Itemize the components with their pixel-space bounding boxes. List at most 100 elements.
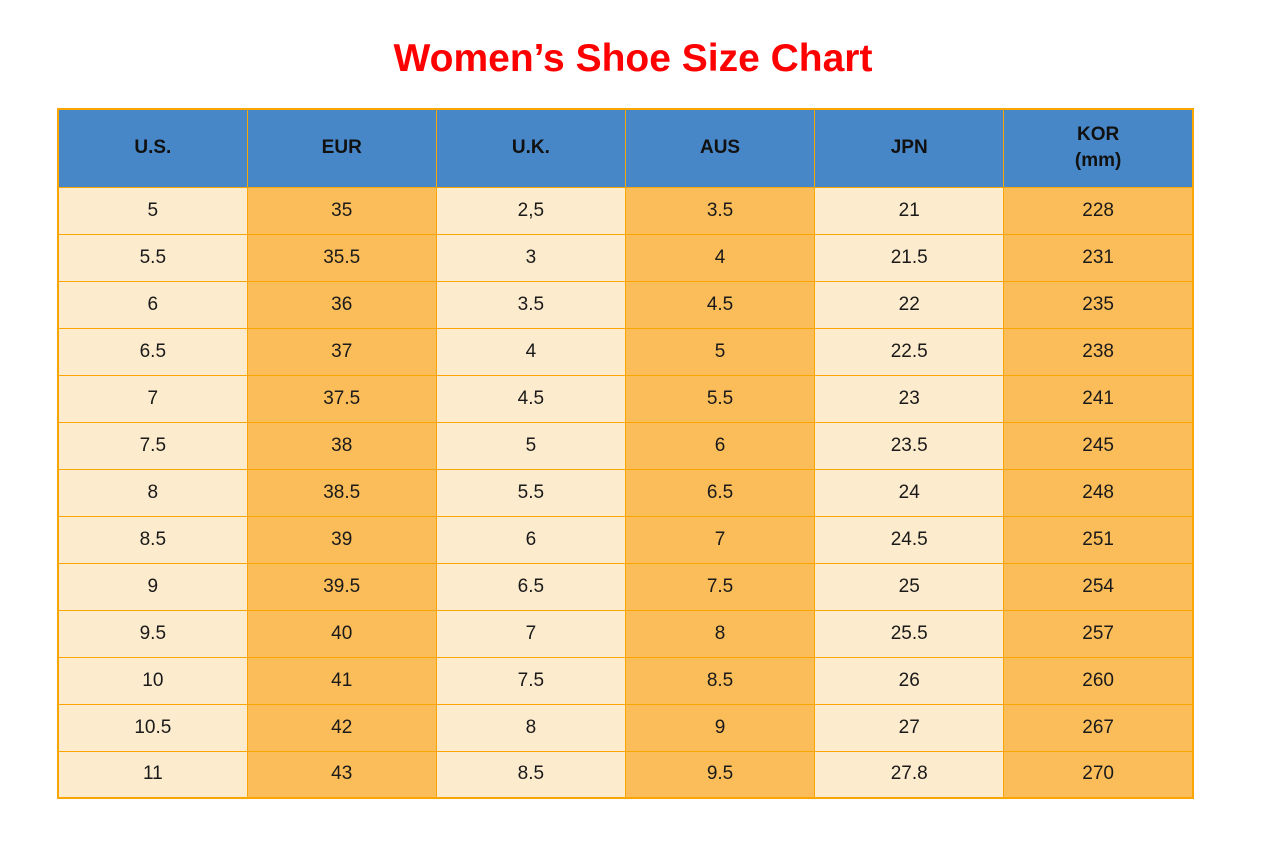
cell-uk: 5.5 bbox=[435, 468, 626, 517]
cell-kor: 267 bbox=[1003, 703, 1194, 752]
table-row: 8 38.5 5.5 6.5 24 248 bbox=[57, 468, 1194, 517]
cell-jpn: 22 bbox=[814, 280, 1005, 329]
table-row: 6 36 3.5 4.5 22 235 bbox=[57, 280, 1194, 329]
cell-aus: 9 bbox=[624, 703, 816, 752]
cell-eur: 37.5 bbox=[246, 374, 437, 423]
cell-uk: 3.5 bbox=[435, 280, 626, 329]
cell-us: 7.5 bbox=[57, 421, 248, 470]
cell-us: 9 bbox=[57, 562, 248, 611]
column-header-label: KOR bbox=[1077, 124, 1120, 146]
page: Women’s Shoe Size Chart U.S. EUR U.K. AUS JP… bbox=[0, 36, 1266, 799]
cell-jpn: 21.5 bbox=[814, 233, 1005, 282]
table-row: 9 39.5 6.5 7.5 25 254 bbox=[57, 562, 1194, 611]
table-row: 8.5 39 6 7 24.5 251 bbox=[57, 515, 1194, 564]
cell-us: 8 bbox=[57, 468, 248, 517]
cell-us: 11 bbox=[57, 750, 248, 799]
cell-kor: 228 bbox=[1003, 186, 1194, 235]
cell-aus: 7.5 bbox=[624, 562, 816, 611]
cell-us: 6.5 bbox=[57, 327, 248, 376]
cell-jpn: 27.8 bbox=[814, 750, 1005, 799]
cell-jpn: 23.5 bbox=[814, 421, 1005, 470]
cell-uk: 2,5 bbox=[435, 186, 626, 235]
cell-eur: 38 bbox=[246, 421, 437, 470]
cell-us: 10.5 bbox=[57, 703, 248, 752]
cell-aus: 4 bbox=[624, 233, 816, 282]
cell-aus: 6 bbox=[624, 421, 816, 470]
cell-aus: 8.5 bbox=[624, 656, 816, 705]
table-row: 5 35 2,5 3.5 21 228 bbox=[57, 186, 1194, 235]
shoe-size-table: U.S. EUR U.K. AUS JPN KOR (mm) 5 35 2,5 3.5 21 228 5… bbox=[57, 108, 1194, 799]
cell-jpn: 24 bbox=[814, 468, 1005, 517]
table-row: 10.5 42 8 9 27 267 bbox=[57, 703, 1194, 752]
cell-us: 6 bbox=[57, 280, 248, 329]
table-row: 7.5 38 5 6 23.5 245 bbox=[57, 421, 1194, 470]
cell-kor: 270 bbox=[1003, 750, 1194, 799]
cell-us: 9.5 bbox=[57, 609, 248, 658]
cell-eur: 35.5 bbox=[246, 233, 437, 282]
cell-uk: 6.5 bbox=[435, 562, 626, 611]
cell-jpn: 24.5 bbox=[814, 515, 1005, 564]
cell-kor: 231 bbox=[1003, 233, 1194, 282]
cell-eur: 40 bbox=[246, 609, 437, 658]
table-row: 5.5 35.5 3 4 21.5 231 bbox=[57, 233, 1194, 282]
cell-jpn: 26 bbox=[814, 656, 1005, 705]
header-row: U.S. EUR U.K. AUS JPN KOR (mm) bbox=[57, 108, 1194, 188]
cell-uk: 7.5 bbox=[435, 656, 626, 705]
table-row: 7 37.5 4.5 5.5 23 241 bbox=[57, 374, 1194, 423]
cell-uk: 6 bbox=[435, 515, 626, 564]
cell-aus: 6.5 bbox=[624, 468, 816, 517]
cell-eur: 43 bbox=[246, 750, 437, 799]
table-header: U.S. EUR U.K. AUS JPN KOR (mm) bbox=[57, 108, 1194, 188]
cell-kor: 245 bbox=[1003, 421, 1194, 470]
column-header-label: EUR bbox=[321, 137, 362, 159]
cell-eur: 36 bbox=[246, 280, 437, 329]
cell-eur: 41 bbox=[246, 656, 437, 705]
cell-uk: 4 bbox=[435, 327, 626, 376]
cell-eur: 38.5 bbox=[246, 468, 437, 517]
cell-kor: 235 bbox=[1003, 280, 1194, 329]
cell-kor: 248 bbox=[1003, 468, 1194, 517]
cell-kor: 254 bbox=[1003, 562, 1194, 611]
cell-aus: 3.5 bbox=[624, 186, 816, 235]
cell-jpn: 25 bbox=[814, 562, 1005, 611]
cell-aus: 5.5 bbox=[624, 374, 816, 423]
cell-jpn: 23 bbox=[814, 374, 1005, 423]
column-header-us: U.S. bbox=[57, 108, 248, 188]
cell-uk: 8.5 bbox=[435, 750, 626, 799]
cell-jpn: 22.5 bbox=[814, 327, 1005, 376]
cell-aus: 9.5 bbox=[624, 750, 816, 799]
cell-kor: 251 bbox=[1003, 515, 1194, 564]
cell-eur: 39 bbox=[246, 515, 437, 564]
cell-eur: 42 bbox=[246, 703, 437, 752]
column-header-aus: AUS bbox=[624, 108, 816, 188]
cell-aus: 7 bbox=[624, 515, 816, 564]
cell-eur: 37 bbox=[246, 327, 437, 376]
column-header-sublabel: (mm) bbox=[1074, 150, 1122, 172]
table-row: 9.5 40 7 8 25.5 257 bbox=[57, 609, 1194, 658]
cell-jpn: 25.5 bbox=[814, 609, 1005, 658]
column-header-label: U.K. bbox=[511, 137, 550, 159]
column-header-label: AUS bbox=[699, 137, 741, 159]
table-row: 11 43 8.5 9.5 27.8 270 bbox=[57, 750, 1194, 799]
cell-kor: 257 bbox=[1003, 609, 1194, 658]
table-body: 5 35 2,5 3.5 21 228 5.5 35.5 3 4 21.5 231 6 36 3.5 4.5 2… bbox=[57, 186, 1194, 799]
column-header-uk: U.K. bbox=[435, 108, 626, 188]
table-row: 6.5 37 4 5 22.5 238 bbox=[57, 327, 1194, 376]
column-header-jpn: JPN bbox=[814, 108, 1005, 188]
table-row: 10 41 7.5 8.5 26 260 bbox=[57, 656, 1194, 705]
cell-uk: 7 bbox=[435, 609, 626, 658]
cell-uk: 4.5 bbox=[435, 374, 626, 423]
cell-uk: 8 bbox=[435, 703, 626, 752]
cell-eur: 39.5 bbox=[246, 562, 437, 611]
cell-aus: 5 bbox=[624, 327, 816, 376]
column-header-kor: KOR (mm) bbox=[1003, 108, 1194, 188]
page-title: Women’s Shoe Size Chart bbox=[393, 37, 873, 80]
column-header-eur: EUR bbox=[246, 108, 437, 188]
cell-aus: 8 bbox=[624, 609, 816, 658]
cell-eur: 35 bbox=[246, 186, 437, 235]
cell-jpn: 21 bbox=[814, 186, 1005, 235]
column-header-label: U.S. bbox=[134, 137, 172, 159]
cell-us: 5 bbox=[57, 186, 248, 235]
cell-jpn: 27 bbox=[814, 703, 1005, 752]
cell-uk: 3 bbox=[435, 233, 626, 282]
